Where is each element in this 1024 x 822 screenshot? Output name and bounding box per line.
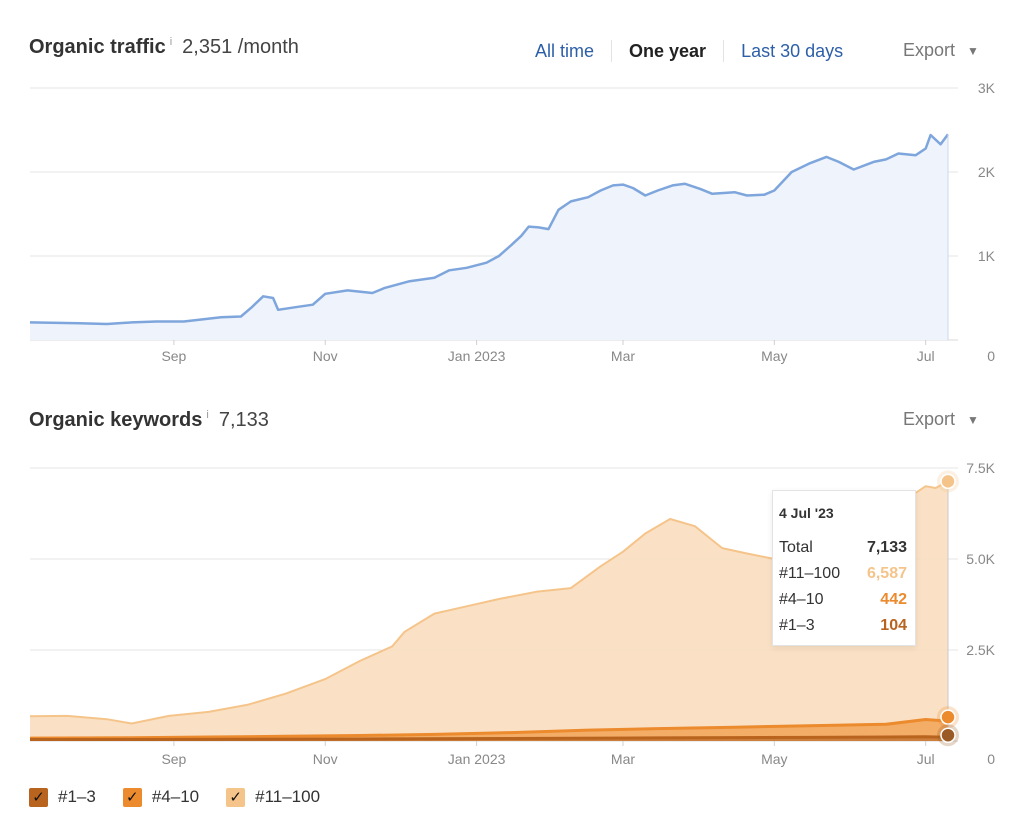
keywords-export-button[interactable]: Export ▼ xyxy=(903,409,979,430)
tooltip-row-11-100: #11–100 6,587 xyxy=(779,561,907,587)
legend-item-4-10[interactable]: ✓ #4–10 xyxy=(122,787,200,807)
legend-label: #11–100 xyxy=(255,787,321,806)
tooltip-value: 442 xyxy=(880,591,907,608)
keywords-chart[interactable]: Sep Nov Jan 2023 Mar May Jul 0 2.5K 5.0K 7.5K xyxy=(0,400,1024,780)
y-tick-label: 1K xyxy=(978,248,996,264)
x-tick-label: Jul xyxy=(917,348,935,364)
caret-down-icon: ▼ xyxy=(967,43,979,58)
tab-last-30-days[interactable]: Last 30 days xyxy=(741,40,844,61)
export-label: Export xyxy=(903,40,956,60)
legend-label: #1–3 xyxy=(58,787,96,806)
y-tick-label: 7.5K xyxy=(966,460,995,476)
x-tick-label: Mar xyxy=(611,348,635,364)
y-tick-label: 0 xyxy=(987,751,995,767)
traffic-export-button[interactable]: Export ▼ xyxy=(903,40,979,61)
tab-one-year[interactable]: One year xyxy=(629,40,707,61)
caret-down-icon: ▼ xyxy=(967,412,979,427)
tab-all-time[interactable]: All time xyxy=(535,40,595,61)
traffic-title: Organic traffic xyxy=(29,36,166,58)
x-tick-label: Mar xyxy=(611,751,635,767)
tooltip-label: #1–3 xyxy=(779,617,815,634)
tooltip-row-1-3: #1–3 104 xyxy=(779,613,907,639)
y-tick-label: 0 xyxy=(987,348,995,364)
info-icon[interactable]: i xyxy=(169,36,173,48)
checkbox-checked-icon[interactable]: ✓ xyxy=(29,787,48,807)
tab-divider xyxy=(611,40,613,62)
hover-dot-1-3 xyxy=(940,727,956,743)
y-tick-label: 5.0K xyxy=(966,551,995,567)
info-icon[interactable]: i xyxy=(206,409,209,421)
hover-dot-11-100 xyxy=(940,473,956,490)
tab-divider xyxy=(723,40,725,62)
x-tick-label: Sep xyxy=(161,348,186,364)
tooltip-value: 6,587 xyxy=(866,565,907,582)
export-label: Export xyxy=(903,409,956,429)
x-tick-label: Jan 2023 xyxy=(448,751,506,767)
tooltip-row-4-10: #4–10 442 xyxy=(779,587,907,613)
traffic-area-fill xyxy=(30,134,948,340)
tooltip-date: 4 Jul '23 xyxy=(779,505,834,521)
keywords-metric: 7,133 xyxy=(218,409,269,431)
area-1-3-line xyxy=(29,735,949,741)
tooltip-row-total: Total 7,133 xyxy=(779,535,907,561)
area-4-10-line xyxy=(29,718,949,740)
legend-label: #4–10 xyxy=(151,787,200,806)
x-tick-label: Nov xyxy=(313,751,338,767)
keywords-legend: ✓ #1–3 ✓ #4–10 ✓ #11–100 xyxy=(29,787,347,807)
tooltip-value: 104 xyxy=(880,617,907,634)
hover-dot-4-10 xyxy=(940,709,956,725)
x-tick-label: Nov xyxy=(313,348,338,364)
tooltip-label: #11–100 xyxy=(779,565,841,582)
x-tick-label: Jan 2023 xyxy=(448,348,506,364)
x-tick-label: May xyxy=(761,751,787,767)
legend-item-11-100[interactable]: ✓ #11–100 xyxy=(226,787,320,807)
range-tabs: All time One year Last 30 days xyxy=(535,40,843,62)
keywords-header: Organic keywords i 7,133 xyxy=(29,409,269,432)
y-tick-label: 2K xyxy=(978,164,996,180)
checkbox-checked-icon[interactable]: ✓ xyxy=(122,787,142,807)
keywords-title: Organic keywords xyxy=(29,409,203,431)
traffic-metric: 2,351 /month xyxy=(182,36,299,58)
tooltip-label: #4–10 xyxy=(779,591,824,608)
x-tick-label: May xyxy=(761,348,787,364)
legend-item-1-3[interactable]: ✓ #1–3 xyxy=(29,787,96,807)
tooltip-value: 7,133 xyxy=(866,539,907,556)
y-tick-label: 2.5K xyxy=(966,642,995,658)
traffic-series-line xyxy=(29,133,950,326)
x-tick-label: Sep xyxy=(161,751,186,767)
x-tick-label: Jul xyxy=(917,751,935,767)
checkbox-checked-icon[interactable]: ✓ xyxy=(226,787,246,807)
traffic-header: Organic traffic i 2,351 /month xyxy=(29,36,299,59)
area-4-10-fill xyxy=(30,719,948,741)
y-tick-label: 3K xyxy=(978,80,996,96)
traffic-chart[interactable]: Sep Nov Jan 2023 Mar May Jul 0 1K 2K 3K xyxy=(0,0,1024,380)
chart-tooltip: 4 Jul '23 Total 7,133 #11–100 6,587 #4–1… xyxy=(772,490,916,646)
tooltip-label: Total xyxy=(779,539,813,556)
